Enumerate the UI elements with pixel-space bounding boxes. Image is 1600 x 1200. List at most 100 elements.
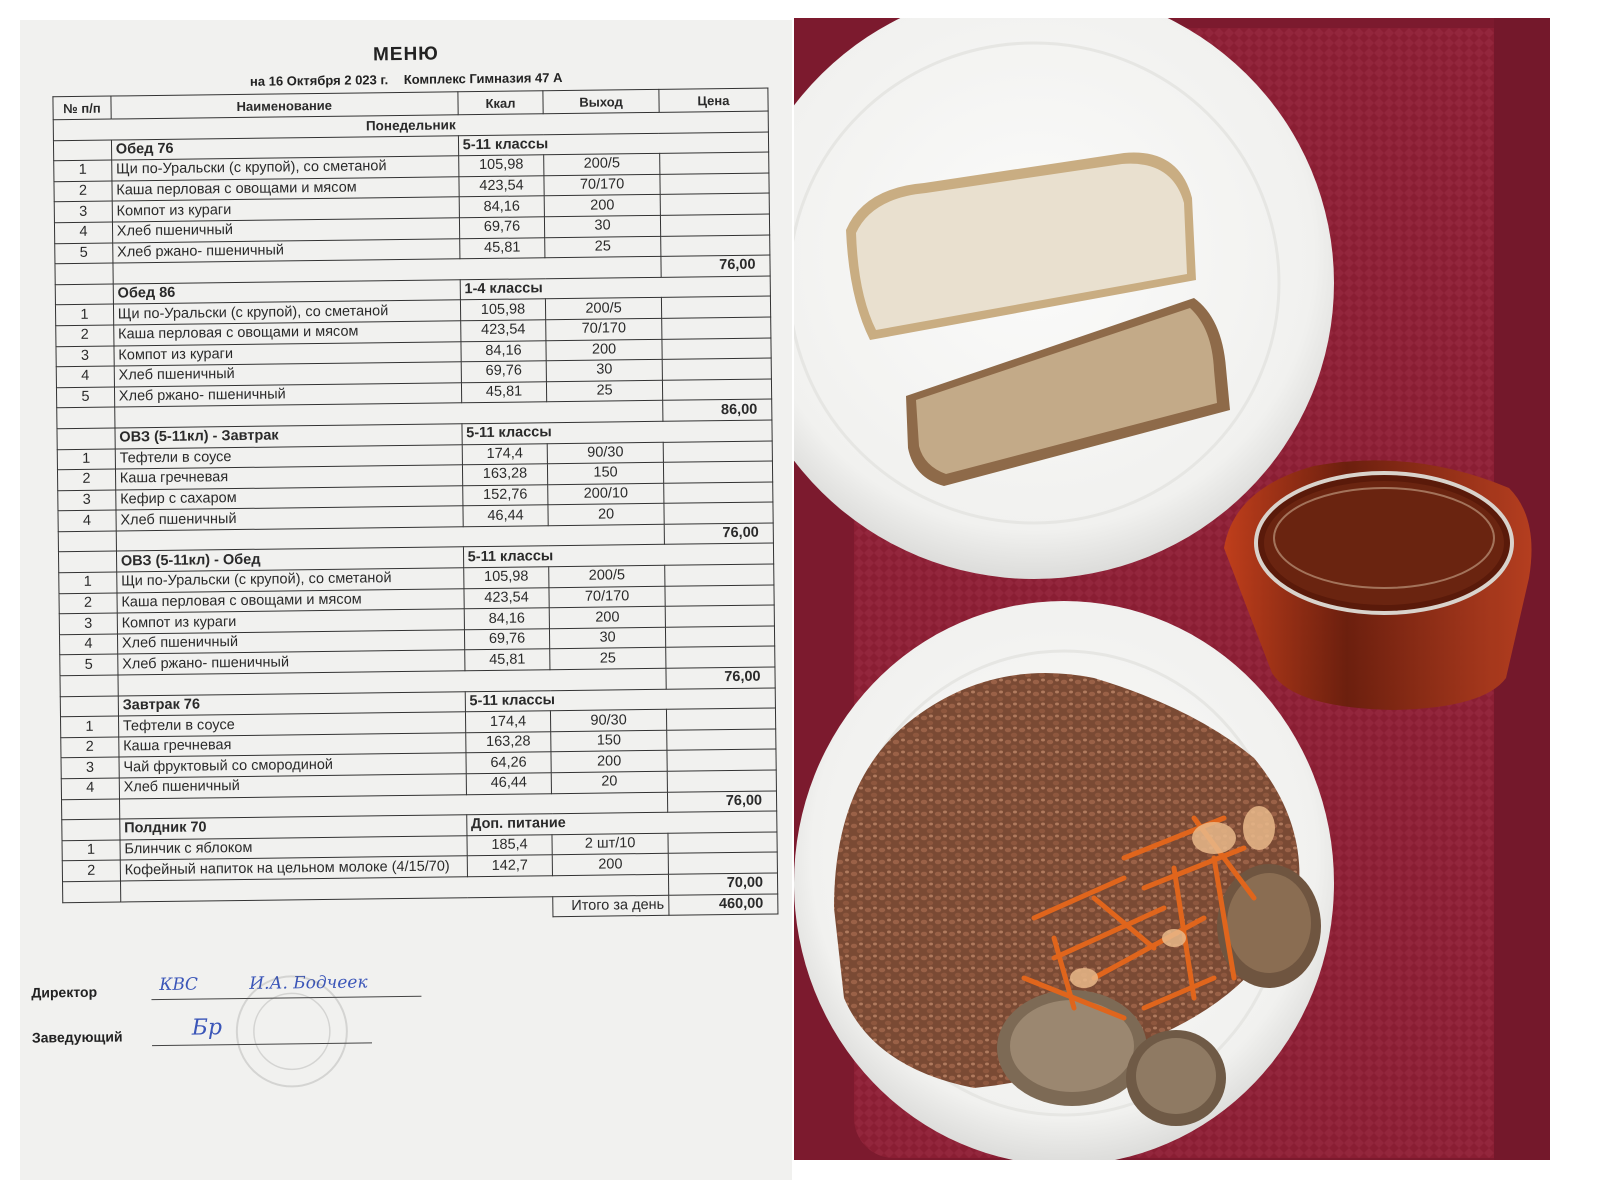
item-price: [660, 213, 770, 236]
item-price: [661, 337, 772, 360]
item-number: 4: [57, 510, 117, 532]
item-number: 1: [62, 839, 121, 862]
item-output: 20: [551, 771, 668, 794]
item-number: 3: [54, 201, 113, 223]
section-no-cell: [56, 427, 116, 450]
item-kcal: 45,81: [461, 381, 547, 404]
item-kcal: 105,98: [460, 299, 546, 321]
item-number: 5: [56, 386, 115, 409]
menu-date: на 16 Октября 2 023 г.: [249, 72, 389, 89]
section-no-cell: [60, 695, 119, 717]
item-number: 4: [56, 366, 115, 388]
manager-label: Заведующий: [31, 1028, 123, 1046]
item-number: 1: [60, 716, 119, 738]
item-number: 2: [62, 860, 121, 882]
item-output: 150: [547, 462, 664, 485]
item-price: [666, 728, 776, 751]
item-number: 1: [55, 304, 114, 326]
item-price: [665, 646, 775, 669]
section-no-cell: [55, 283, 114, 306]
item-kcal: 69,76: [464, 628, 550, 651]
item-number: 2: [58, 592, 118, 614]
item-output: 25: [546, 380, 663, 403]
item-output: 200/10: [547, 482, 664, 506]
item-price: [667, 769, 777, 792]
item-kcal: 46,44: [462, 505, 549, 527]
item-price: [663, 481, 773, 504]
item-price: [668, 852, 778, 875]
stamp-seal: [235, 975, 348, 1088]
item-output: 30: [544, 215, 661, 238]
director-signature-ink: КВС: [159, 974, 199, 996]
item-price: [661, 316, 771, 339]
item-price: [660, 234, 770, 257]
item-output: 150: [550, 730, 667, 753]
item-price: [664, 564, 774, 586]
section-total: 70,00: [668, 872, 778, 895]
item-output: 30: [549, 627, 666, 650]
total-no-cell: [61, 798, 120, 820]
item-price: [663, 502, 774, 525]
menu-sheet-content: МЕНЮ на 16 Октября 2 023 г. Комплекс Гим…: [20, 20, 791, 1088]
item-number: 1: [57, 448, 116, 470]
item-number: 3: [55, 345, 115, 367]
item-number: 4: [61, 777, 120, 800]
item-output: 200: [544, 194, 661, 217]
item-output: 20: [548, 503, 665, 526]
tea-glass: [1224, 460, 1532, 710]
item-kcal: 142,7: [466, 855, 553, 877]
item-number: 2: [53, 180, 113, 203]
item-output: 200: [549, 606, 666, 629]
item-kcal: 423,54: [458, 175, 545, 198]
item-number: 4: [54, 221, 113, 244]
header-no: № п/п: [52, 96, 111, 120]
item-kcal: 163,28: [462, 463, 548, 486]
item-number: 5: [59, 654, 118, 676]
item-price: [661, 296, 771, 319]
item-kcal: 84,16: [460, 340, 547, 362]
item-price: [667, 831, 778, 854]
item-output: 70/170: [545, 318, 662, 341]
item-number: 5: [54, 242, 113, 264]
director-label: Директор: [31, 983, 98, 1001]
manager-signature-ink: Бр: [191, 1015, 223, 1041]
item-price: [661, 358, 772, 381]
item-kcal: 423,54: [460, 319, 547, 342]
menu-complex: Комплекс Гимназия 47 А: [403, 70, 563, 87]
white-bread-crumb: [856, 163, 1187, 330]
meatball-highlight: [1227, 873, 1311, 973]
item-kcal: 69,76: [459, 216, 545, 239]
rye-bread-crumb: [916, 308, 1217, 474]
section-no-cell: [53, 139, 112, 161]
item-output: 90/30: [550, 709, 667, 732]
item-price: [662, 378, 772, 401]
section-total: 86,00: [662, 399, 772, 422]
item-kcal: 46,44: [465, 772, 552, 795]
meatball-highlight: [1136, 1038, 1216, 1114]
item-kcal: 105,98: [458, 154, 545, 177]
item-output: 70/170: [549, 585, 666, 608]
item-kcal: 185,4: [466, 834, 553, 857]
item-price: [662, 440, 773, 463]
onion-pieces: [1070, 806, 1275, 988]
total-no-cell: [54, 263, 114, 285]
item-output: 70/170: [544, 174, 660, 197]
item-price: [664, 584, 775, 607]
item-price: [659, 172, 770, 195]
item-output: 25: [544, 235, 661, 258]
item-price: [665, 625, 775, 648]
section-total: 76,00: [667, 790, 777, 813]
item-output: 2 шт/10: [552, 833, 669, 856]
item-kcal: 174,4: [465, 710, 551, 733]
item-output: 200/5: [548, 565, 665, 588]
menu-table-body: Понедельник Обед 76 5-11 классы 1 Щи по-Ура…: [53, 111, 778, 923]
meatball-highlight: [1010, 1000, 1134, 1092]
header-price: Цена: [658, 88, 769, 113]
item-output: 200: [551, 750, 668, 773]
item-number: 1: [53, 160, 112, 182]
section-no-cell: [58, 551, 117, 573]
menu-sheet: МЕНЮ на 16 Октября 2 023 г. Комплекс Гим…: [20, 20, 792, 1180]
item-kcal: 174,4: [461, 443, 548, 465]
item-number: 3: [57, 489, 116, 511]
total-no-cell: [62, 880, 121, 903]
